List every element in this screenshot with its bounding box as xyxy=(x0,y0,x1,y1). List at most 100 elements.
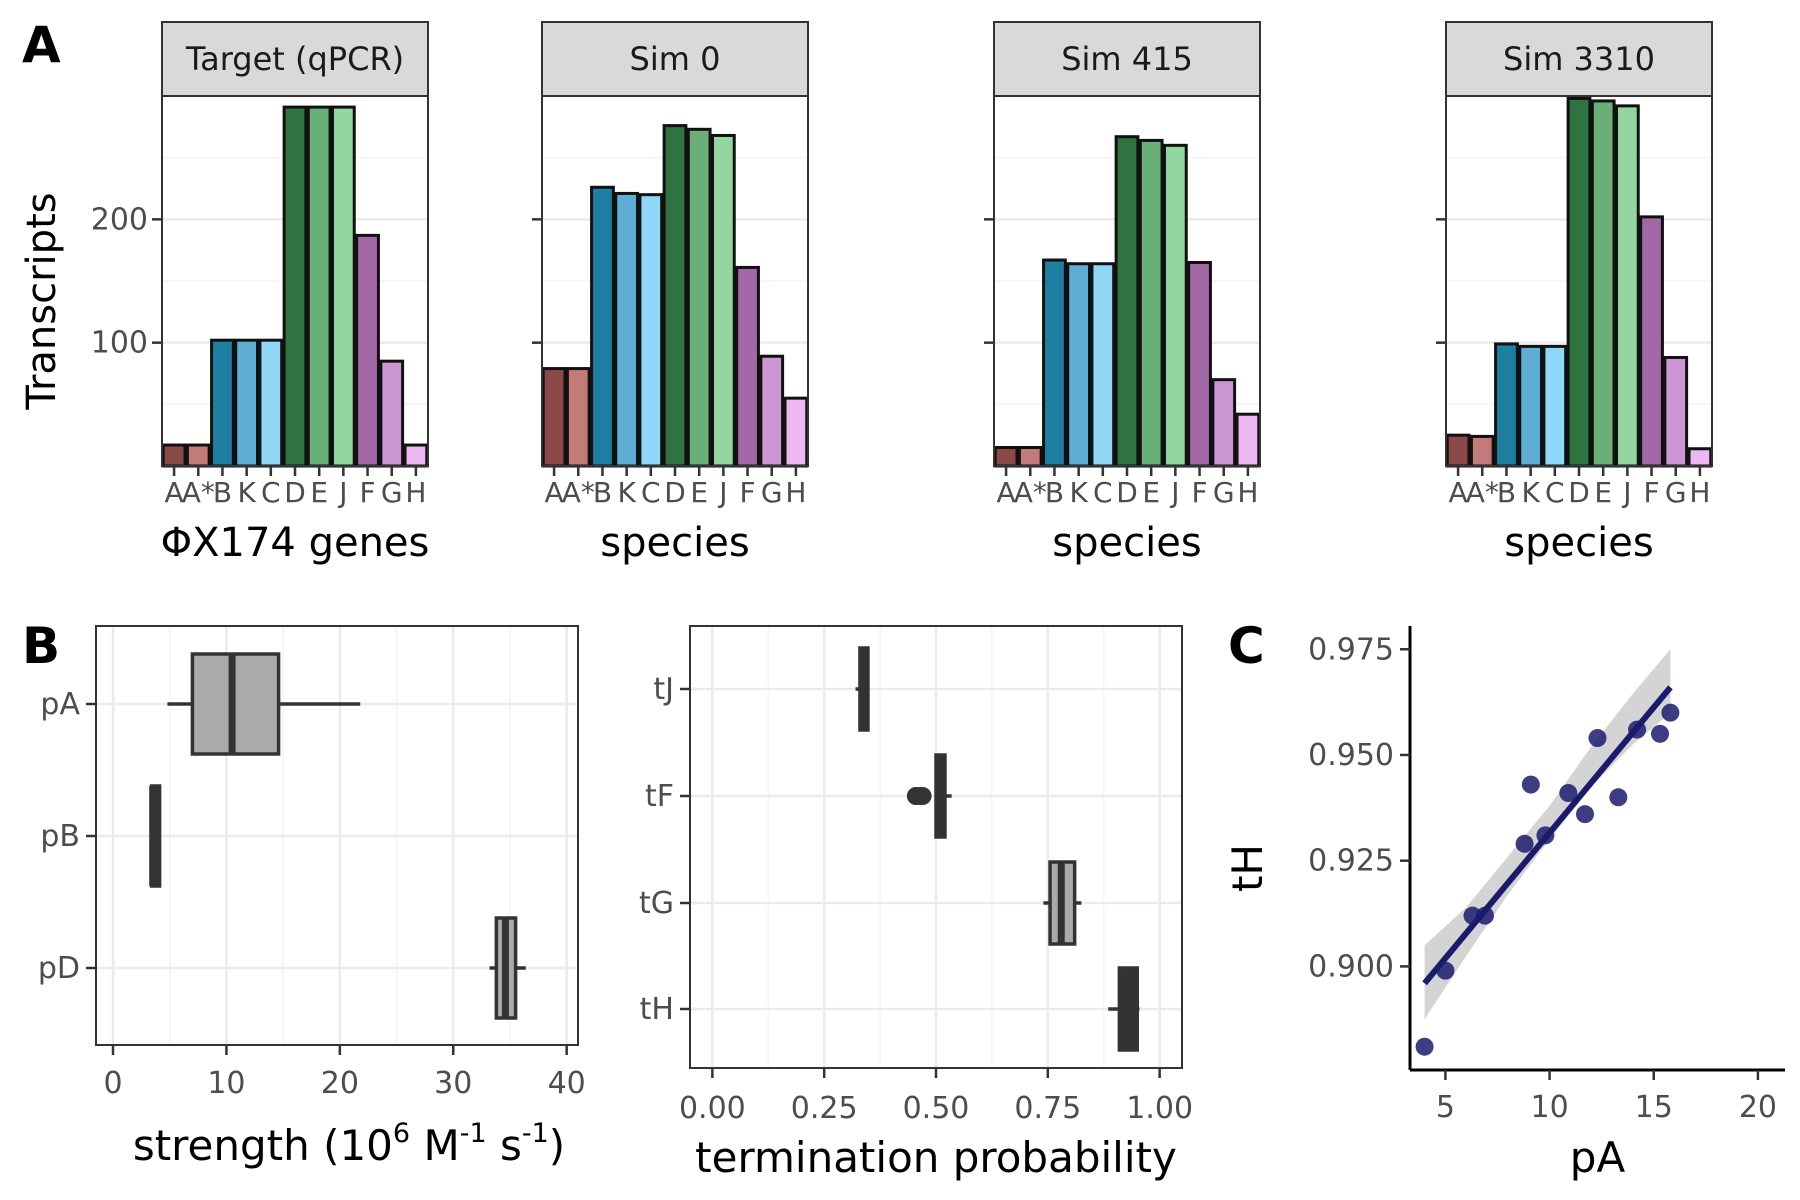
x-tick-label: B xyxy=(213,476,232,509)
bar-A* xyxy=(185,443,211,468)
x-tick-label: 15 xyxy=(1635,1090,1673,1125)
x-tick-label: G xyxy=(1213,476,1235,509)
panel-b-termination: tJ tF tG tH 0.00 0.25 0.50 0.75 1.00 termination … xyxy=(639,625,1193,1182)
bar-C xyxy=(638,193,664,468)
facet-strip xyxy=(161,21,429,97)
x-tick-label: F xyxy=(1643,476,1659,509)
y-tick-label: tH xyxy=(640,992,674,1027)
x-tick-label: G xyxy=(1665,476,1687,509)
bar-D xyxy=(1114,135,1140,468)
x-tick-label: A xyxy=(997,476,1016,509)
x-tick-label: F xyxy=(739,476,755,509)
x-tick-label: E xyxy=(1594,476,1612,509)
x-tick-label: D xyxy=(1116,476,1138,509)
x-axis-label: species xyxy=(1504,520,1653,566)
x-tick-label: K xyxy=(617,476,636,509)
bar-H xyxy=(403,443,429,468)
bar-E xyxy=(1590,99,1616,468)
data-point xyxy=(1436,961,1455,980)
y-tick-label: 0.925 xyxy=(1308,844,1394,879)
y-tick-label: tF xyxy=(645,779,674,814)
x-tick-label: K xyxy=(1521,476,1540,509)
x-tick-label: H xyxy=(785,476,806,509)
box-tJ xyxy=(855,646,870,732)
bar-G xyxy=(1663,355,1689,468)
x-axis-label-part: -1 xyxy=(460,1118,487,1149)
x-tick-label: 0.50 xyxy=(903,1091,970,1126)
x-tick-label: E xyxy=(690,476,708,509)
data-point xyxy=(1415,1037,1434,1056)
x-tick-label: 20 xyxy=(1739,1090,1777,1125)
data-point xyxy=(1521,775,1540,794)
bar-G xyxy=(1211,378,1237,468)
bar-K xyxy=(1066,262,1092,468)
facet-title: Sim 3310 xyxy=(1503,40,1655,78)
box-tG xyxy=(1043,860,1082,946)
x-tick-label: J xyxy=(1621,476,1631,509)
x-tick-label: 0.75 xyxy=(1014,1091,1081,1126)
x-axis-label: strength (106 M-1 s-1) xyxy=(133,1118,565,1170)
bar-J xyxy=(1614,104,1640,468)
bar-C xyxy=(258,338,284,468)
bar-G xyxy=(759,354,785,468)
box-pA xyxy=(167,652,361,756)
box-tF xyxy=(906,753,952,839)
x-tick-label: D xyxy=(1568,476,1590,509)
box-pB xyxy=(149,784,162,888)
x-tick-label: C xyxy=(641,476,661,509)
y-axis-label: tH xyxy=(1223,844,1272,892)
bar-K xyxy=(614,191,640,468)
bar-D xyxy=(282,105,308,468)
outlier-point xyxy=(913,787,932,805)
x-tick-label: J xyxy=(337,476,347,509)
x-tick-label: B xyxy=(1497,476,1516,509)
facet-strip xyxy=(541,21,809,97)
y-tick-label: 0.975 xyxy=(1308,632,1394,667)
x-tick-label: B xyxy=(593,476,612,509)
box-tH xyxy=(1108,966,1140,1052)
bar-J xyxy=(330,105,356,468)
bar-H xyxy=(1235,412,1261,468)
x-axis-label: termination probability xyxy=(695,1133,1177,1182)
bar-J xyxy=(710,133,736,468)
x-tick-label: D xyxy=(284,476,306,509)
bar-C xyxy=(1090,262,1116,468)
bar-A* xyxy=(565,367,591,468)
y-tick-label: pA xyxy=(40,687,80,722)
facet-title: Target (qPCR) xyxy=(185,40,404,78)
x-tick-label: A* xyxy=(1014,476,1047,509)
data-point xyxy=(1515,834,1534,853)
y-tick-label: 200 xyxy=(91,202,148,237)
x-tick-label: A xyxy=(165,476,184,509)
x-tick-label: 1.00 xyxy=(1126,1091,1193,1126)
facet-0: Target (qPCR) AA*B K C D E J F G H ΦX174 genes xyxy=(152,21,430,566)
bar-A* xyxy=(1017,446,1043,468)
x-tick-label: J xyxy=(1169,476,1179,509)
x-tick-label: 40 xyxy=(548,1066,586,1101)
bar-K xyxy=(234,338,260,468)
bar-A xyxy=(1445,433,1471,468)
bar-F xyxy=(1187,261,1212,468)
y-tick-label: tJ xyxy=(653,672,674,707)
data-point xyxy=(1536,826,1555,845)
bar-E xyxy=(686,127,712,468)
bar-G xyxy=(379,359,405,468)
bar-F xyxy=(735,265,760,468)
x-axis-label: ΦX174 genes xyxy=(161,520,430,566)
x-tick-label: J xyxy=(717,476,727,509)
x-tick-label: A* xyxy=(1466,476,1499,509)
x-tick-label: A* xyxy=(562,476,595,509)
x-axis-label-part: strength (10 xyxy=(133,1121,393,1170)
x-tick-label: 0.25 xyxy=(791,1091,858,1126)
x-axis-label-part: -1 xyxy=(522,1118,549,1149)
x-tick-label: A xyxy=(1449,476,1468,509)
panel-label-c: C xyxy=(1228,617,1265,675)
y-tick-label: pD xyxy=(38,951,80,986)
data-point xyxy=(1661,703,1680,722)
panel-c: 0.900 0.925 0.950 0.975 5 10 15 20 pA tH xyxy=(1223,626,1785,1182)
